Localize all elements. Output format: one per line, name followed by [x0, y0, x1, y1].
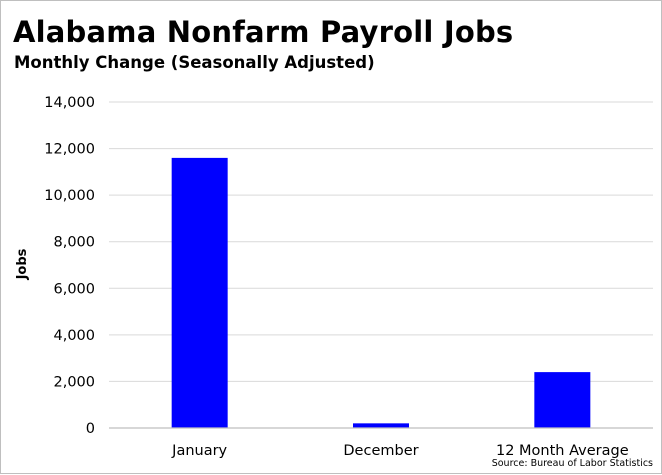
- bar-january: [171, 157, 228, 428]
- bars: [171, 157, 591, 428]
- y-tick-label: 4,000: [53, 328, 95, 344]
- y-tick-label: 14,000: [44, 95, 95, 111]
- tick-labels: 0 2,000 4,000 6,000 8,000 10,000 12,000 14,000 J…: [44, 95, 628, 459]
- source-note: Source: Bureau of Labor Statistics: [491, 458, 653, 469]
- x-tick-label: December: [343, 443, 418, 459]
- x-tick-label: January: [171, 443, 227, 459]
- x-tick-label: 12 Month Average: [496, 443, 629, 459]
- y-tick-label: 0: [86, 421, 95, 437]
- y-tick-label: 8,000: [53, 235, 95, 251]
- bar-12-month-average: [534, 372, 591, 428]
- y-tick-label: 12,000: [44, 142, 95, 158]
- y-axis-title: Jobs: [15, 248, 30, 280]
- chart-title: Alabama Nonfarm Payroll Jobs: [13, 15, 514, 49]
- chart-subtitle: Monthly Change (Seasonally Adjusted): [14, 53, 375, 72]
- y-tick-label: 10,000: [44, 188, 95, 204]
- y-tick-label: 2,000: [53, 374, 95, 390]
- y-tick-label: 6,000: [53, 281, 95, 297]
- bar-december: [353, 423, 409, 428]
